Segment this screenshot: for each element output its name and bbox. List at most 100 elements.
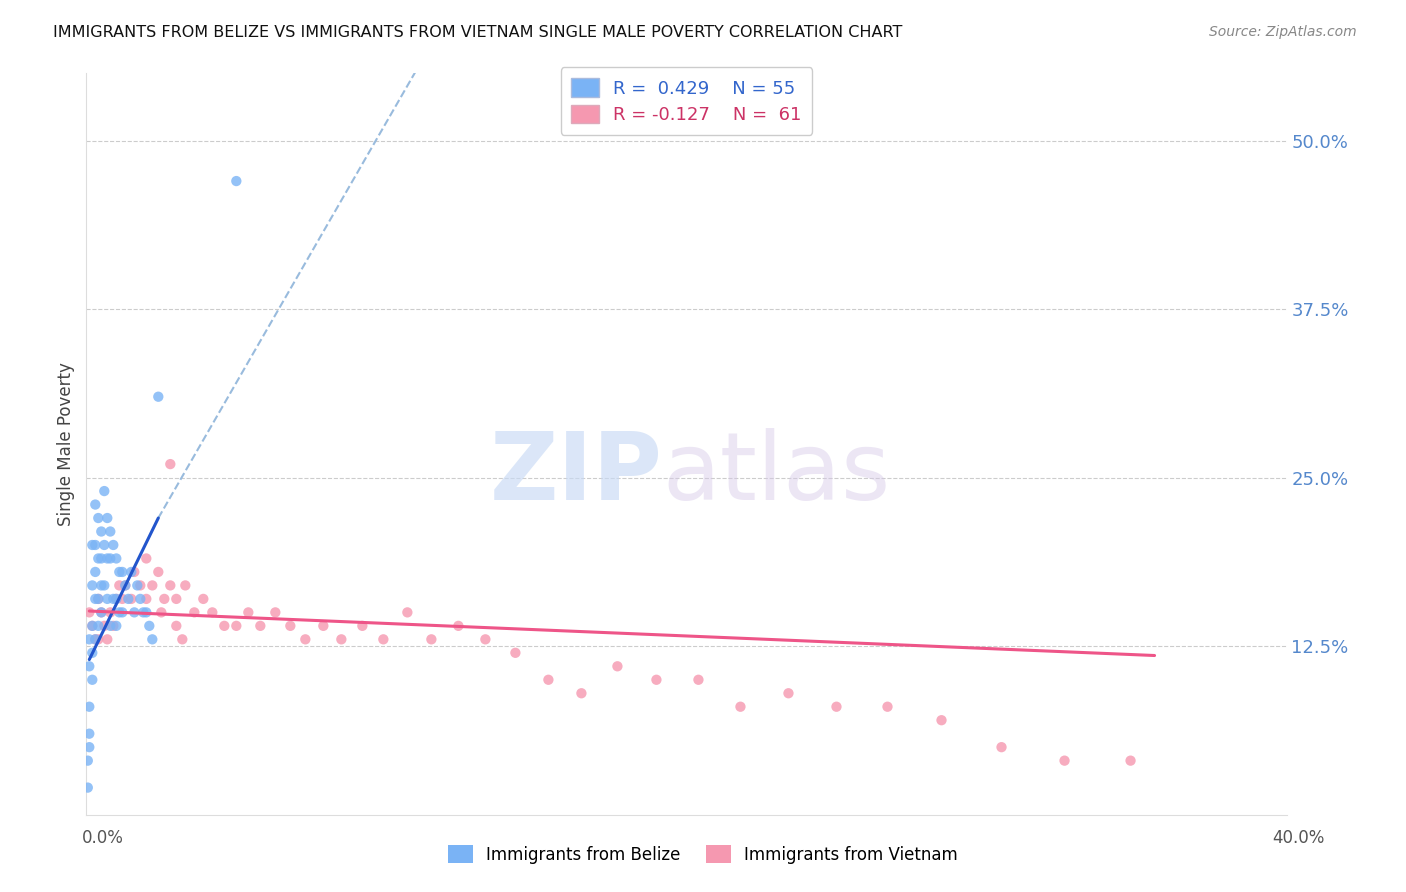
- Point: [111, 591, 134, 606]
- Point: [96, 511, 118, 525]
- Point: [103, 591, 125, 606]
- Point: [103, 619, 125, 633]
- Point: [120, 591, 142, 606]
- Point: [111, 606, 134, 620]
- Point: [82, 673, 104, 687]
- Point: [96, 632, 118, 647]
- Point: [280, 619, 302, 633]
- Text: ZIP: ZIP: [489, 427, 662, 519]
- Point: [98, 524, 121, 539]
- Point: [165, 591, 187, 606]
- Point: [193, 591, 215, 606]
- Point: [876, 699, 898, 714]
- Point: [138, 619, 160, 633]
- Point: [82, 619, 104, 633]
- Legend: Immigrants from Belize, Immigrants from Vietnam: Immigrants from Belize, Immigrants from …: [441, 838, 965, 871]
- Point: [87, 551, 110, 566]
- Point: [98, 551, 121, 566]
- Text: Source: ZipAtlas.com: Source: ZipAtlas.com: [1209, 25, 1357, 39]
- Point: [108, 565, 131, 579]
- Point: [396, 606, 419, 620]
- Point: [730, 699, 752, 714]
- Point: [474, 632, 496, 647]
- Point: [330, 632, 353, 647]
- Point: [294, 632, 316, 647]
- Point: [108, 578, 131, 592]
- Point: [105, 591, 128, 606]
- Point: [114, 578, 136, 592]
- Point: [79, 632, 101, 647]
- Point: [931, 713, 953, 727]
- Point: [76, 754, 98, 768]
- Point: [87, 632, 110, 647]
- Point: [373, 632, 395, 647]
- Point: [129, 578, 152, 592]
- Point: [90, 524, 112, 539]
- Point: [135, 551, 157, 566]
- Point: [135, 606, 157, 620]
- Point: [96, 591, 118, 606]
- Point: [79, 740, 101, 755]
- Point: [183, 606, 205, 620]
- Point: [105, 619, 128, 633]
- Point: [537, 673, 560, 687]
- Point: [120, 565, 142, 579]
- Point: [165, 619, 187, 633]
- Point: [98, 606, 121, 620]
- Point: [990, 740, 1012, 755]
- Text: IMMIGRANTS FROM BELIZE VS IMMIGRANTS FROM VIETNAM SINGLE MALE POVERTY CORRELATIO: IMMIGRANTS FROM BELIZE VS IMMIGRANTS FRO…: [53, 25, 903, 40]
- Point: [1053, 754, 1076, 768]
- Point: [172, 632, 194, 647]
- Point: [96, 551, 118, 566]
- Point: [141, 578, 163, 592]
- Point: [105, 551, 128, 566]
- Point: [1119, 754, 1142, 768]
- Point: [127, 578, 149, 592]
- Point: [93, 538, 115, 552]
- Point: [148, 565, 170, 579]
- Point: [447, 619, 470, 633]
- Point: [84, 498, 107, 512]
- Point: [825, 699, 848, 714]
- Point: [90, 606, 112, 620]
- Point: [688, 673, 710, 687]
- Text: 40.0%: 40.0%: [1272, 829, 1324, 847]
- Point: [87, 511, 110, 525]
- Point: [87, 591, 110, 606]
- Point: [93, 578, 115, 592]
- Point: [114, 578, 136, 592]
- Point: [82, 646, 104, 660]
- Point: [76, 780, 98, 795]
- Point: [87, 591, 110, 606]
- Point: [90, 578, 112, 592]
- Point: [124, 606, 146, 620]
- Point: [264, 606, 287, 620]
- Point: [103, 538, 125, 552]
- Point: [571, 686, 593, 700]
- Point: [135, 591, 157, 606]
- Point: [84, 565, 107, 579]
- Point: [238, 606, 260, 620]
- Point: [505, 646, 527, 660]
- Point: [132, 606, 155, 620]
- Point: [312, 619, 335, 633]
- Point: [79, 727, 101, 741]
- Point: [225, 619, 247, 633]
- Point: [225, 174, 247, 188]
- Point: [82, 578, 104, 592]
- Point: [201, 606, 224, 620]
- Point: [129, 591, 152, 606]
- Point: [159, 578, 181, 592]
- Point: [174, 578, 197, 592]
- Point: [420, 632, 443, 647]
- Legend: R =  0.429    N = 55, R = -0.127    N =  61: R = 0.429 N = 55, R = -0.127 N = 61: [561, 68, 813, 135]
- Point: [98, 619, 121, 633]
- Point: [82, 619, 104, 633]
- Text: atlas: atlas: [662, 427, 890, 519]
- Point: [141, 632, 163, 647]
- Point: [645, 673, 668, 687]
- Point: [352, 619, 374, 633]
- Text: 0.0%: 0.0%: [82, 829, 124, 847]
- Point: [108, 606, 131, 620]
- Point: [214, 619, 236, 633]
